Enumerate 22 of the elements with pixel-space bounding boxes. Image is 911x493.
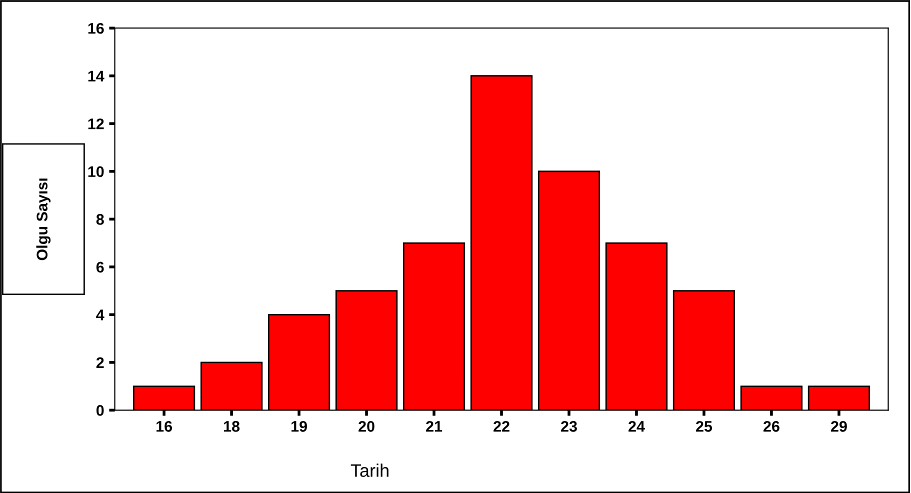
x-tick-label: 19 (292, 420, 307, 432)
x-tick-label: 20 (358, 420, 374, 432)
y-tick-label: 10 (88, 166, 104, 178)
y-axis-title: Olgu Sayısı (36, 178, 51, 260)
y-tick-label: 2 (96, 357, 104, 368)
y-tick-label: 16 (88, 22, 104, 34)
x-tick-label: 26 (764, 420, 780, 432)
y-tick-label: 0 (96, 405, 104, 416)
y-tick-label: 6 (96, 262, 104, 273)
x-tick-label: 18 (224, 420, 240, 432)
y-tick-label: 14 (88, 70, 104, 82)
x-tick-label: 23 (561, 420, 577, 432)
x-tick-label: 25 (696, 420, 712, 432)
y-tick-label: 8 (96, 214, 104, 225)
y-tick-label: 12 (88, 118, 104, 130)
x-tick-label: 24 (628, 420, 645, 432)
x-tick-label: 16 (156, 420, 172, 432)
x-axis-title: Tarih (350, 464, 388, 477)
y-tick-label: 4 (96, 310, 104, 320)
x-tick-label: 21 (426, 420, 442, 432)
x-tick-label: 22 (494, 420, 510, 432)
x-tick-label: 29 (830, 420, 847, 432)
